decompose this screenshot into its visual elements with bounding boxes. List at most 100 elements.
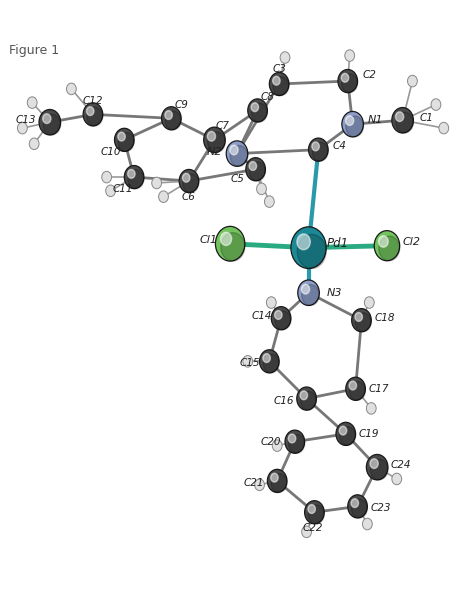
Circle shape — [118, 132, 125, 141]
Text: Cl2: Cl2 — [402, 237, 420, 247]
Circle shape — [365, 297, 374, 308]
Circle shape — [366, 403, 376, 414]
Text: Cl1: Cl1 — [200, 235, 218, 245]
Circle shape — [230, 146, 248, 166]
Circle shape — [263, 354, 279, 373]
Circle shape — [395, 112, 404, 122]
Circle shape — [297, 387, 316, 410]
Circle shape — [346, 116, 364, 137]
Circle shape — [379, 236, 388, 247]
Text: C11: C11 — [112, 184, 133, 194]
Circle shape — [251, 103, 258, 111]
Circle shape — [118, 132, 134, 152]
Circle shape — [246, 158, 265, 181]
Circle shape — [266, 297, 276, 308]
Circle shape — [249, 162, 265, 181]
Text: C24: C24 — [391, 460, 411, 470]
Circle shape — [128, 170, 144, 189]
Circle shape — [339, 426, 347, 435]
Circle shape — [308, 505, 324, 524]
Circle shape — [273, 76, 280, 85]
Circle shape — [249, 161, 256, 171]
Circle shape — [301, 526, 311, 538]
Circle shape — [349, 381, 365, 400]
Circle shape — [370, 459, 378, 468]
Circle shape — [165, 111, 181, 130]
Circle shape — [208, 132, 225, 153]
Circle shape — [230, 145, 238, 155]
Circle shape — [251, 103, 267, 122]
Text: C18: C18 — [375, 313, 395, 323]
Circle shape — [392, 108, 413, 133]
Circle shape — [339, 426, 356, 445]
Circle shape — [243, 356, 253, 367]
Circle shape — [43, 114, 61, 135]
Circle shape — [274, 311, 282, 319]
Text: C14: C14 — [251, 311, 272, 322]
Circle shape — [336, 422, 356, 445]
Text: C16: C16 — [274, 395, 294, 406]
Circle shape — [182, 174, 190, 182]
Circle shape — [363, 518, 372, 530]
Text: C21: C21 — [244, 478, 264, 488]
Circle shape — [275, 311, 291, 330]
Circle shape — [301, 284, 319, 306]
Text: C10: C10 — [100, 147, 121, 157]
Text: C5: C5 — [231, 174, 245, 184]
Circle shape — [341, 74, 357, 93]
Text: N3: N3 — [326, 287, 342, 298]
Circle shape — [439, 122, 449, 134]
Circle shape — [374, 231, 400, 261]
Circle shape — [162, 107, 181, 130]
Circle shape — [297, 234, 326, 269]
Circle shape — [351, 499, 367, 518]
Circle shape — [152, 177, 162, 189]
Circle shape — [348, 495, 367, 518]
Text: C4: C4 — [333, 141, 347, 151]
Circle shape — [408, 76, 417, 87]
Circle shape — [182, 174, 199, 192]
Circle shape — [280, 52, 290, 63]
Text: C19: C19 — [359, 429, 380, 439]
Circle shape — [312, 143, 328, 161]
Circle shape — [308, 505, 315, 513]
Text: C17: C17 — [369, 384, 389, 394]
Circle shape — [301, 391, 316, 410]
Circle shape — [248, 99, 267, 122]
Text: N1: N1 — [367, 115, 383, 125]
Circle shape — [271, 307, 291, 330]
Circle shape — [305, 501, 324, 524]
Text: C6: C6 — [182, 192, 196, 202]
Circle shape — [43, 114, 51, 124]
Circle shape — [226, 141, 248, 166]
Circle shape — [255, 479, 264, 491]
Circle shape — [27, 97, 37, 108]
Circle shape — [288, 434, 296, 443]
Circle shape — [271, 473, 278, 482]
Circle shape — [342, 111, 364, 137]
Circle shape — [392, 473, 401, 485]
Circle shape — [346, 377, 365, 400]
Circle shape — [66, 83, 76, 94]
Circle shape — [179, 169, 199, 192]
Circle shape — [221, 233, 245, 261]
Text: N2: N2 — [207, 147, 222, 157]
Circle shape — [300, 391, 308, 400]
Text: C9: C9 — [174, 100, 188, 110]
Circle shape — [346, 116, 354, 125]
Circle shape — [298, 280, 319, 306]
Circle shape — [291, 227, 326, 269]
Circle shape — [355, 312, 363, 322]
Circle shape — [220, 232, 232, 245]
Circle shape — [379, 236, 400, 261]
Text: C22: C22 — [302, 523, 323, 533]
Circle shape — [39, 110, 61, 135]
Text: C3: C3 — [272, 65, 286, 74]
Text: C2: C2 — [362, 70, 376, 80]
Circle shape — [349, 381, 356, 390]
Circle shape — [216, 227, 245, 261]
Circle shape — [207, 132, 216, 141]
Text: C15: C15 — [239, 358, 260, 368]
Circle shape — [312, 142, 319, 151]
Circle shape — [159, 191, 168, 202]
